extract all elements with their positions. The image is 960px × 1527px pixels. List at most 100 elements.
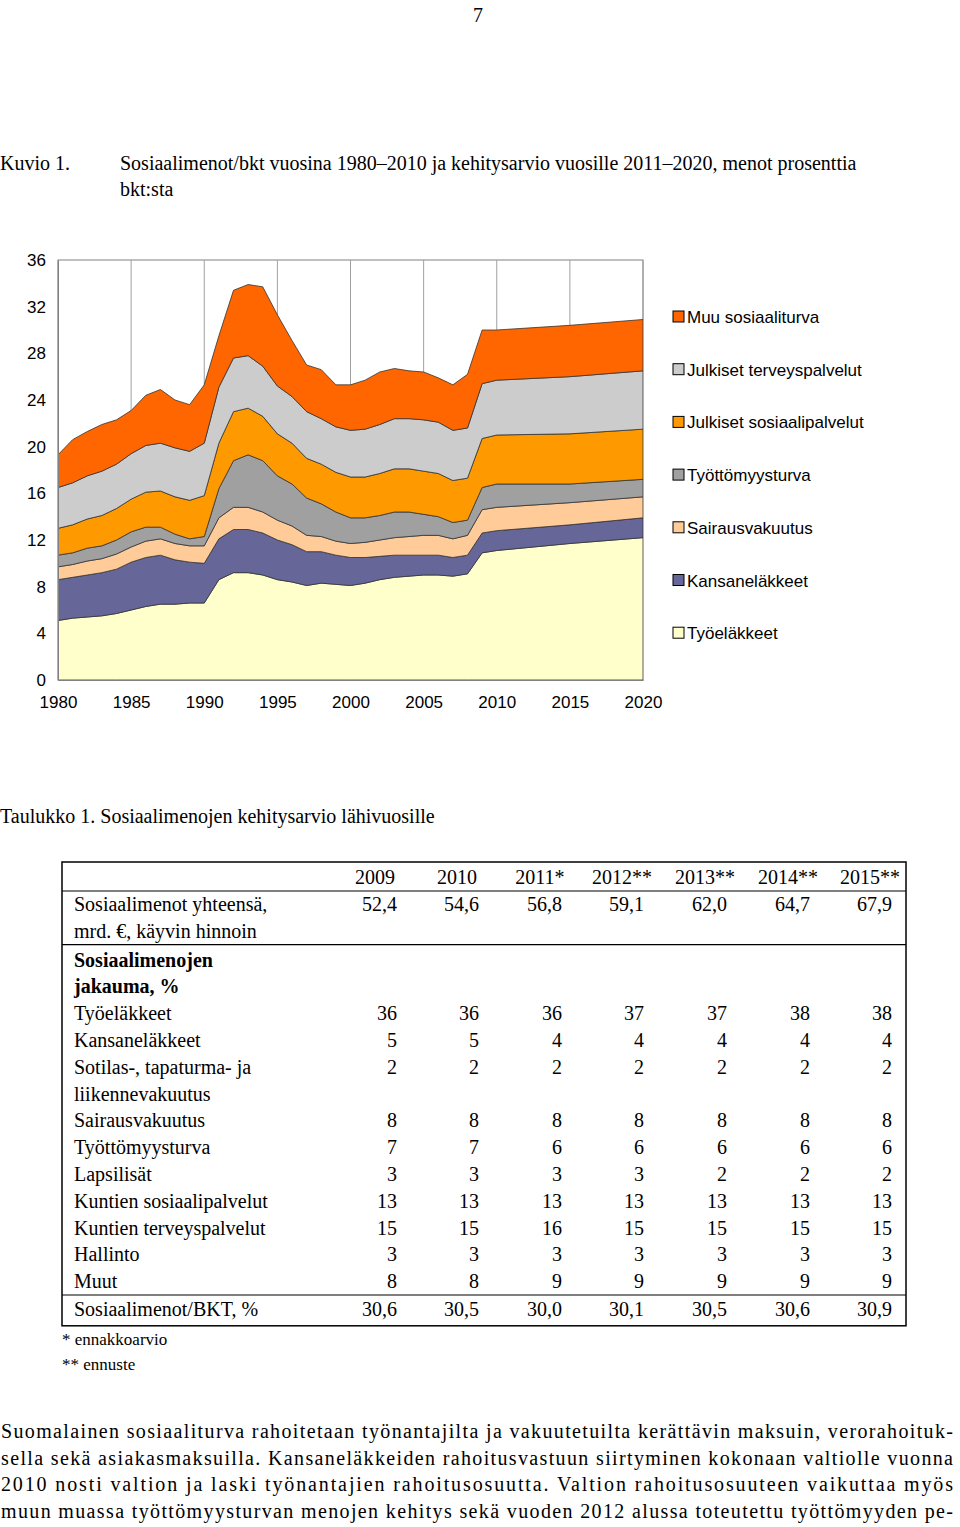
cell: 8	[882, 1109, 892, 1131]
table-rule	[62, 890, 906, 891]
cell: 2	[800, 1163, 810, 1185]
cell: 54,6	[444, 893, 479, 915]
paragraph-line: 2010 nosti valtion ja laski työnantajien…	[1, 1473, 953, 1496]
areas	[58, 285, 643, 681]
legend: Muu sosiaaliturvaJulkiset terveyspalvelu…	[673, 308, 864, 643]
paragraph-line: sella sekä asiakasmaksuilla. Kansaneläkk…	[1, 1447, 953, 1470]
tick-label: 0	[37, 671, 46, 690]
cell: 3	[552, 1163, 562, 1185]
page: 7Kuvio 1.Sosiaalimenot/bkt vuosina 1980–…	[0, 0, 960, 1527]
cell: 8	[387, 1109, 397, 1131]
row-label: Sairausvakuutus	[74, 1109, 205, 1131]
y-axis: 04812162024283236	[27, 251, 58, 690]
cell: 2	[717, 1163, 727, 1185]
cell: 4	[552, 1029, 562, 1051]
legend-label: Työeläkkeet	[687, 624, 778, 643]
cell: 3	[387, 1243, 397, 1265]
chart-title-line: Sosiaalimenot/bkt vuosina 1980–2010 ja k…	[120, 152, 857, 175]
table-rule	[62, 944, 906, 945]
tick: 8	[37, 578, 58, 597]
tick-label: 1980	[40, 693, 78, 712]
cell: 13	[542, 1190, 562, 1212]
cell: 36	[542, 1002, 562, 1024]
cell: 5	[387, 1029, 397, 1051]
grid-line	[58, 260, 59, 680]
cell: 4	[800, 1029, 810, 1051]
legend-label: Kansaneläkkeet	[687, 572, 808, 591]
cell: 67,9	[857, 893, 892, 915]
cell: 52,4	[362, 893, 397, 915]
paragraph: Suomalainen sosiaaliturva rahoitetaan ty…	[1, 1420, 953, 1523]
cell: 38	[872, 1002, 892, 1024]
cell: 15	[872, 1217, 892, 1239]
cell: 30,0	[527, 1298, 562, 1320]
cell: 7	[469, 1136, 479, 1158]
tick: 28	[27, 344, 58, 363]
section-heading: Sosiaalimenojen	[74, 949, 213, 972]
cell: 5	[469, 1029, 479, 1051]
cell: 2	[800, 1056, 810, 1078]
cell: 30,5	[444, 1298, 479, 1320]
tick: 1995	[259, 680, 297, 712]
table: Taulukko 1. Sosiaalimenojen kehitysarvio…	[0, 805, 906, 1374]
table-frame	[62, 862, 906, 1326]
area-series	[58, 285, 643, 488]
tick-label: 36	[27, 251, 46, 270]
cell: 15	[624, 1217, 644, 1239]
row-label: Työeläkkeet	[74, 1002, 172, 1025]
column-header: 2014**	[758, 866, 818, 888]
legend-swatch	[673, 311, 684, 322]
cell: 8	[387, 1270, 397, 1292]
cell: 16	[542, 1217, 562, 1239]
cell: 30,1	[609, 1298, 644, 1320]
tick-label: 2000	[332, 693, 370, 712]
cell: 9	[552, 1270, 562, 1292]
tick-label: 16	[27, 484, 46, 503]
cell: 3	[634, 1163, 644, 1185]
row-label: Hallinto	[74, 1243, 140, 1265]
cell: 4	[882, 1029, 892, 1051]
cell: 8	[469, 1109, 479, 1131]
tick: 2010	[478, 680, 516, 712]
tick-label: 8	[37, 578, 46, 597]
cell: 6	[634, 1136, 644, 1158]
cell: 6	[882, 1136, 892, 1158]
cell: 9	[634, 1270, 644, 1292]
tick: 2015	[551, 680, 589, 712]
table-caption: Taulukko 1. Sosiaalimenojen kehitysarvio…	[0, 805, 435, 828]
column-header: 2010	[437, 866, 477, 888]
tick: 12	[27, 531, 58, 550]
cell: 13	[707, 1190, 727, 1212]
cell: 15	[707, 1217, 727, 1239]
cell: 13	[872, 1190, 892, 1212]
legend-swatch	[673, 469, 684, 480]
paragraph-line: muun muassa työttömyysturvan menojen keh…	[1, 1500, 953, 1523]
section-heading: jakauma, %	[73, 975, 180, 998]
cell: 38	[790, 1002, 810, 1024]
cell: 9	[717, 1270, 727, 1292]
tick: 32	[27, 298, 58, 317]
cell: 15	[459, 1217, 479, 1239]
legend-swatch	[673, 364, 684, 375]
tick: 36	[27, 251, 58, 270]
cell: 2	[552, 1056, 562, 1078]
paragraph-line: Suomalainen sosiaaliturva rahoitetaan ty…	[1, 1420, 953, 1443]
cell: 8	[469, 1270, 479, 1292]
legend-label: Julkiset sosiaalipalvelut	[687, 413, 864, 432]
cell: 64,7	[775, 893, 810, 915]
table-rule	[62, 1294, 906, 1295]
cell: 3	[387, 1163, 397, 1185]
legend-swatch	[673, 627, 684, 638]
tick-label: 2020	[625, 693, 663, 712]
cell: 3	[717, 1243, 727, 1265]
cell: 36	[377, 1002, 397, 1024]
cell: 15	[377, 1217, 397, 1239]
table-note: ** ennuste	[62, 1355, 135, 1374]
row-label: Lapsilisät	[74, 1163, 152, 1186]
cell: 3	[634, 1243, 644, 1265]
tick-label: 2015	[551, 693, 589, 712]
cell: 36	[459, 1002, 479, 1024]
cell: 6	[800, 1136, 810, 1158]
row-label: Kuntien sosiaalipalvelut	[74, 1190, 268, 1213]
row-label: Kuntien terveyspalvelut	[74, 1217, 266, 1240]
